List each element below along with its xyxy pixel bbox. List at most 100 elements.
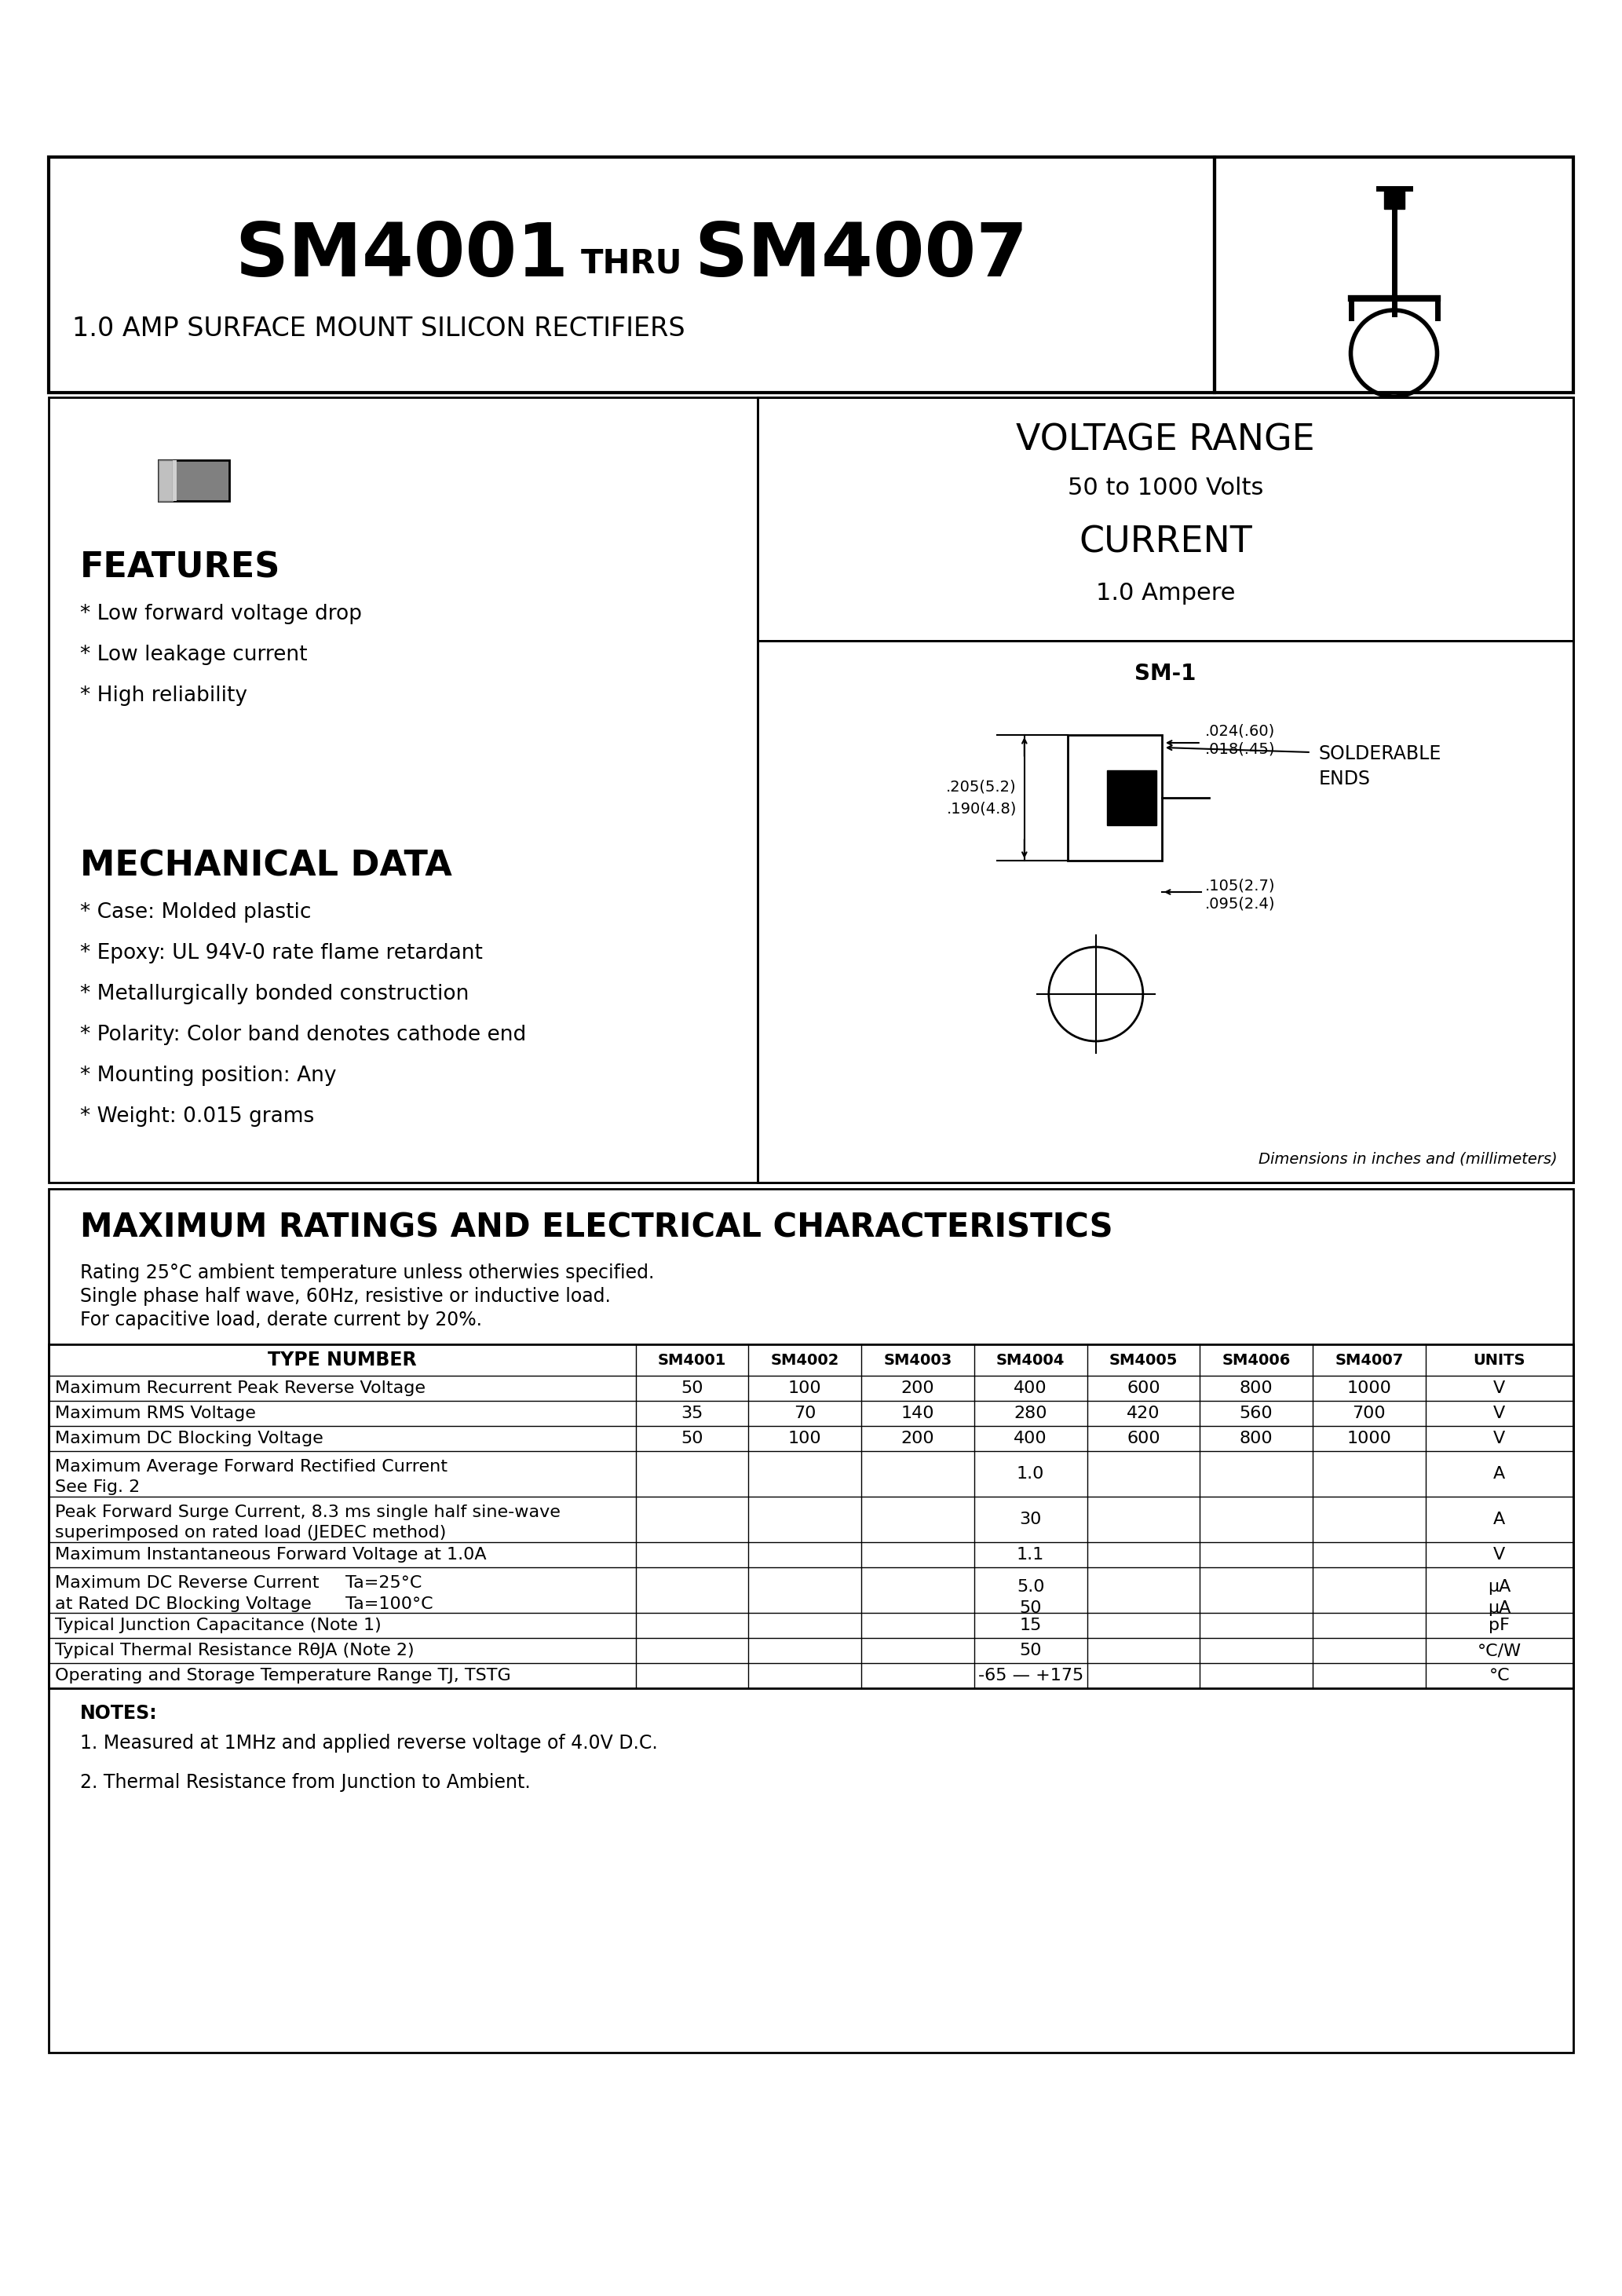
Text: SM4007: SM4007 bbox=[1335, 1352, 1403, 1368]
Text: * Metallurgically bonded construction: * Metallurgically bonded construction bbox=[79, 985, 469, 1003]
Text: MAXIMUM RATINGS AND ELECTRICAL CHARACTERISTICS: MAXIMUM RATINGS AND ELECTRICAL CHARACTER… bbox=[79, 1212, 1113, 1244]
Text: pF: pF bbox=[1489, 1619, 1510, 1632]
Text: * Weight: 0.015 grams: * Weight: 0.015 grams bbox=[79, 1107, 315, 1127]
Text: SM4001: SM4001 bbox=[235, 220, 569, 292]
Text: 600: 600 bbox=[1127, 1380, 1160, 1396]
Text: Peak Forward Surge Current, 8.3 ms single half sine-wave: Peak Forward Surge Current, 8.3 ms singl… bbox=[55, 1504, 561, 1520]
Text: 100: 100 bbox=[788, 1430, 822, 1446]
Text: * Low forward voltage drop: * Low forward voltage drop bbox=[79, 604, 362, 625]
Text: THRU: THRU bbox=[581, 248, 683, 280]
Bar bbox=[757, 641, 1573, 1182]
Text: at Rated DC Blocking Voltage: at Rated DC Blocking Voltage bbox=[55, 1596, 311, 1612]
Text: See Fig. 2: See Fig. 2 bbox=[55, 1479, 139, 1495]
Text: 400: 400 bbox=[1014, 1430, 1048, 1446]
Bar bbox=[1067, 735, 1161, 861]
Bar bbox=[1215, 156, 1573, 393]
Text: 400: 400 bbox=[1014, 1380, 1048, 1396]
Text: Maximum Recurrent Peak Reverse Voltage: Maximum Recurrent Peak Reverse Voltage bbox=[55, 1380, 425, 1396]
Text: CURRENT: CURRENT bbox=[1079, 526, 1252, 560]
Text: 35: 35 bbox=[681, 1405, 704, 1421]
Text: Typical Junction Capacitance (Note 1): Typical Junction Capacitance (Note 1) bbox=[55, 1619, 381, 1632]
Text: Rating 25°C ambient temperature unless otherwies specified.: Rating 25°C ambient temperature unless o… bbox=[79, 1263, 654, 1281]
Bar bbox=[1384, 188, 1405, 209]
Text: Ta=25°C: Ta=25°C bbox=[345, 1575, 422, 1591]
Text: .205(5.2): .205(5.2) bbox=[946, 778, 1017, 794]
Text: V: V bbox=[1494, 1548, 1505, 1564]
Text: °C: °C bbox=[1489, 1667, 1510, 1683]
Text: FEATURES: FEATURES bbox=[79, 551, 281, 583]
Bar bbox=[172, 459, 177, 501]
Text: .095(2.4): .095(2.4) bbox=[1205, 895, 1275, 912]
Text: 15: 15 bbox=[1019, 1619, 1041, 1632]
Text: 50: 50 bbox=[681, 1430, 704, 1446]
Text: -65 — +175: -65 — +175 bbox=[978, 1667, 1083, 1683]
Text: SM4007: SM4007 bbox=[694, 220, 1028, 292]
Text: 50: 50 bbox=[1019, 1600, 1041, 1616]
Text: Maximum DC Blocking Voltage: Maximum DC Blocking Voltage bbox=[55, 1430, 323, 1446]
Bar bbox=[1108, 769, 1156, 827]
Text: 30: 30 bbox=[1019, 1511, 1041, 1527]
Text: SM4003: SM4003 bbox=[884, 1352, 952, 1368]
Text: UNITS: UNITS bbox=[1473, 1352, 1525, 1368]
Text: 700: 700 bbox=[1353, 1405, 1385, 1421]
Bar bbox=[49, 156, 1215, 393]
Text: 2. Thermal Resistance from Junction to Ambient.: 2. Thermal Resistance from Junction to A… bbox=[79, 1773, 530, 1791]
Text: For capacitive load, derate current by 20%.: For capacitive load, derate current by 2… bbox=[79, 1311, 482, 1329]
Bar bbox=[159, 459, 172, 501]
Text: * Case: Molded plastic: * Case: Molded plastic bbox=[79, 902, 311, 923]
Text: Single phase half wave, 60Hz, resistive or inductive load.: Single phase half wave, 60Hz, resistive … bbox=[79, 1288, 611, 1306]
Text: A: A bbox=[1494, 1511, 1505, 1527]
Text: 1000: 1000 bbox=[1346, 1430, 1392, 1446]
Text: μA: μA bbox=[1487, 1580, 1512, 1596]
Text: * High reliability: * High reliability bbox=[79, 687, 247, 705]
Text: Dimensions in inches and (millimeters): Dimensions in inches and (millimeters) bbox=[1259, 1153, 1557, 1166]
Text: VOLTAGE RANGE: VOLTAGE RANGE bbox=[1015, 422, 1315, 459]
Text: 560: 560 bbox=[1239, 1405, 1273, 1421]
Text: SOLDERABLE
ENDS: SOLDERABLE ENDS bbox=[1319, 744, 1442, 788]
Text: 1.0 Ampere: 1.0 Ampere bbox=[1096, 583, 1234, 606]
Text: .105(2.7): .105(2.7) bbox=[1205, 879, 1275, 893]
Text: * Polarity: Color band denotes cathode end: * Polarity: Color band denotes cathode e… bbox=[79, 1024, 526, 1045]
Text: 280: 280 bbox=[1014, 1405, 1048, 1421]
Text: Ta=100°C: Ta=100°C bbox=[345, 1596, 433, 1612]
Text: * Epoxy: UL 94V-0 rate flame retardant: * Epoxy: UL 94V-0 rate flame retardant bbox=[79, 944, 483, 964]
Bar bbox=[757, 397, 1573, 641]
Text: * Mounting position: Any: * Mounting position: Any bbox=[79, 1065, 336, 1086]
Text: .018(.45): .018(.45) bbox=[1205, 742, 1275, 758]
Text: μA: μA bbox=[1487, 1600, 1512, 1616]
Text: SM4006: SM4006 bbox=[1221, 1352, 1291, 1368]
Text: 800: 800 bbox=[1239, 1380, 1273, 1396]
Text: 50: 50 bbox=[681, 1380, 704, 1396]
Text: Operating and Storage Temperature Range TJ, TSTG: Operating and Storage Temperature Range … bbox=[55, 1667, 511, 1683]
Text: 1.0: 1.0 bbox=[1017, 1467, 1045, 1481]
Text: SM4002: SM4002 bbox=[770, 1352, 839, 1368]
Text: Maximum RMS Voltage: Maximum RMS Voltage bbox=[55, 1405, 256, 1421]
Text: 70: 70 bbox=[793, 1405, 816, 1421]
Text: superimposed on rated load (JEDEC method): superimposed on rated load (JEDEC method… bbox=[55, 1525, 446, 1541]
Text: 50 to 1000 Volts: 50 to 1000 Volts bbox=[1067, 475, 1264, 498]
Text: 1. Measured at 1MHz and applied reverse voltage of 4.0V D.C.: 1. Measured at 1MHz and applied reverse … bbox=[79, 1733, 657, 1752]
Text: * Low leakage current: * Low leakage current bbox=[79, 645, 307, 666]
Text: Typical Thermal Resistance RθJA (Note 2): Typical Thermal Resistance RθJA (Note 2) bbox=[55, 1642, 414, 1658]
Text: SM-1: SM-1 bbox=[1135, 664, 1197, 684]
Bar bbox=[49, 1189, 1573, 2053]
Text: 800: 800 bbox=[1239, 1430, 1273, 1446]
Text: V: V bbox=[1494, 1405, 1505, 1421]
Text: TYPE NUMBER: TYPE NUMBER bbox=[268, 1350, 417, 1368]
Text: 600: 600 bbox=[1127, 1430, 1160, 1446]
Text: MECHANICAL DATA: MECHANICAL DATA bbox=[79, 850, 453, 882]
Text: V: V bbox=[1494, 1380, 1505, 1396]
Bar bbox=[49, 397, 1573, 1182]
Text: 420: 420 bbox=[1127, 1405, 1160, 1421]
Text: 140: 140 bbox=[902, 1405, 934, 1421]
Text: 1.1: 1.1 bbox=[1017, 1548, 1045, 1564]
Text: Maximum Instantaneous Forward Voltage at 1.0A: Maximum Instantaneous Forward Voltage at… bbox=[55, 1548, 487, 1564]
Text: 50: 50 bbox=[1019, 1642, 1041, 1658]
Text: SM4004: SM4004 bbox=[996, 1352, 1066, 1368]
Text: 200: 200 bbox=[900, 1380, 934, 1396]
Text: °C/W: °C/W bbox=[1478, 1642, 1521, 1658]
Text: 200: 200 bbox=[900, 1430, 934, 1446]
Text: V: V bbox=[1494, 1430, 1505, 1446]
Text: NOTES:: NOTES: bbox=[79, 1704, 157, 1722]
Text: SM4005: SM4005 bbox=[1109, 1352, 1178, 1368]
